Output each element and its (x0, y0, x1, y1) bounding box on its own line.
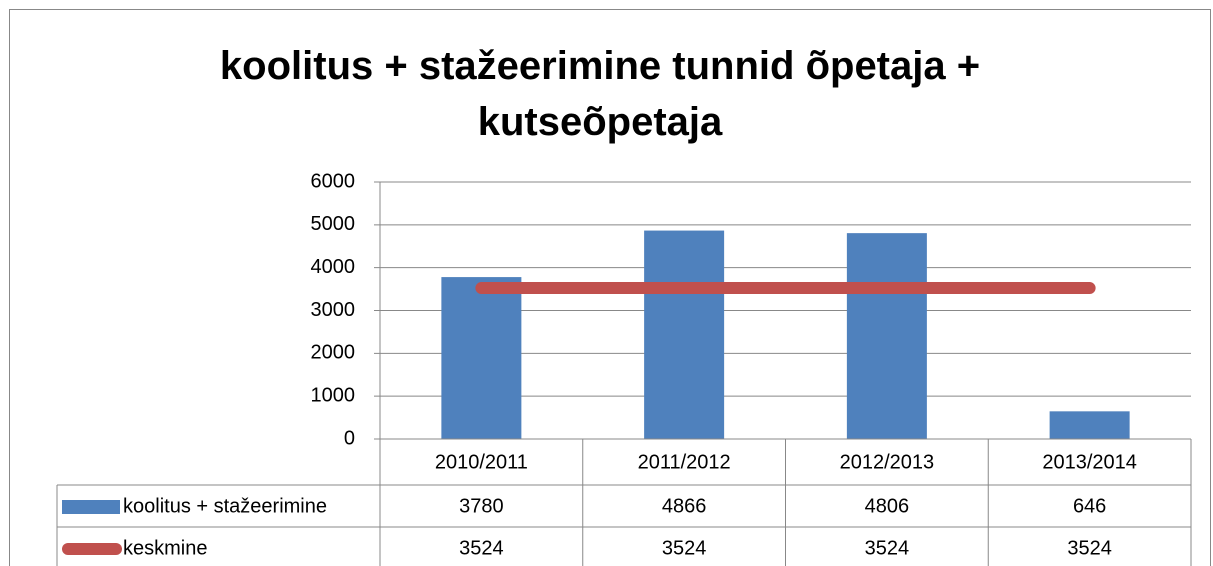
table-value: 3524 (1067, 537, 1112, 559)
x-tick-label: 2011/2012 (638, 451, 731, 473)
bar (846, 233, 927, 439)
y-tick-label: 5000 (311, 213, 356, 235)
y-tick-label: 3000 (311, 299, 356, 321)
x-tick-label: 2012/2013 (840, 451, 935, 473)
chart-title: koolitus + stažeerimine tunnid õpetaja +… (219, 44, 981, 144)
bar (441, 277, 522, 439)
bar (644, 230, 725, 439)
x-tick-label: 2013/2014 (1042, 451, 1137, 473)
legend-key (62, 500, 120, 514)
table-value: 3524 (865, 537, 910, 559)
bar (1049, 411, 1130, 439)
table-value: 3524 (459, 537, 504, 559)
y-tick-label: 2000 (311, 342, 356, 364)
y-tick-label: 1000 (311, 384, 356, 406)
table-value: 646 (1073, 495, 1106, 517)
legend-label: koolitus + stažeerimine (123, 495, 327, 517)
y-tick-label: 0 (344, 427, 355, 449)
y-tick-label: 4000 (311, 256, 356, 278)
legend-label: keskmine (123, 537, 207, 559)
table-value: 4866 (662, 495, 707, 517)
x-tick-label: 2010/2011 (435, 451, 528, 473)
table-value: 3780 (459, 495, 504, 517)
table-value: 4806 (865, 495, 910, 517)
table-value: 3524 (662, 537, 707, 559)
y-tick-label: 6000 (311, 170, 356, 192)
